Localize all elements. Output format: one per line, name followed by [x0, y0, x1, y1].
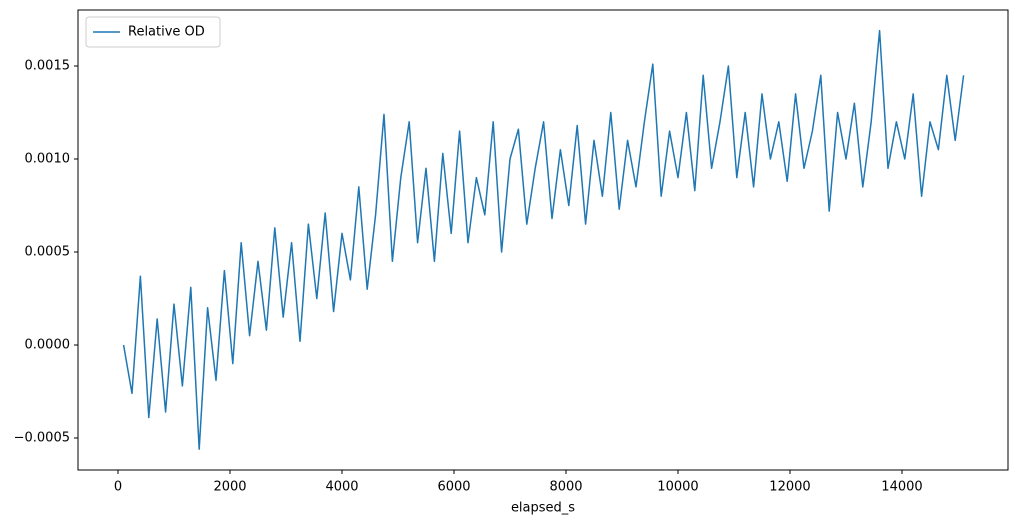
legend-label: Relative OD [128, 25, 205, 40]
data-line [122, 29, 965, 450]
x-axis-label: elapsed_s [511, 501, 575, 516]
legend-box [85, 16, 221, 48]
x-tick-label: 0 [114, 480, 122, 495]
y-tick-label: 0.0005 [25, 245, 71, 260]
y-tick-label: 0.0015 [25, 59, 71, 74]
y-tick-label: 0.0010 [25, 152, 71, 167]
x-tick-label: 8000 [549, 480, 582, 495]
x-tick-label: 14000 [881, 480, 922, 495]
y-tick-label: 0.0000 [25, 338, 71, 353]
x-tick-label: 4000 [325, 480, 358, 495]
x-tick-label: 6000 [437, 480, 470, 495]
y-tick-label: −0.0005 [14, 431, 70, 446]
x-tick-label: 10000 [657, 480, 698, 495]
x-tick-label: 2000 [213, 480, 246, 495]
plot-frame [77, 9, 1009, 471]
x-tick-label: 12000 [769, 480, 810, 495]
